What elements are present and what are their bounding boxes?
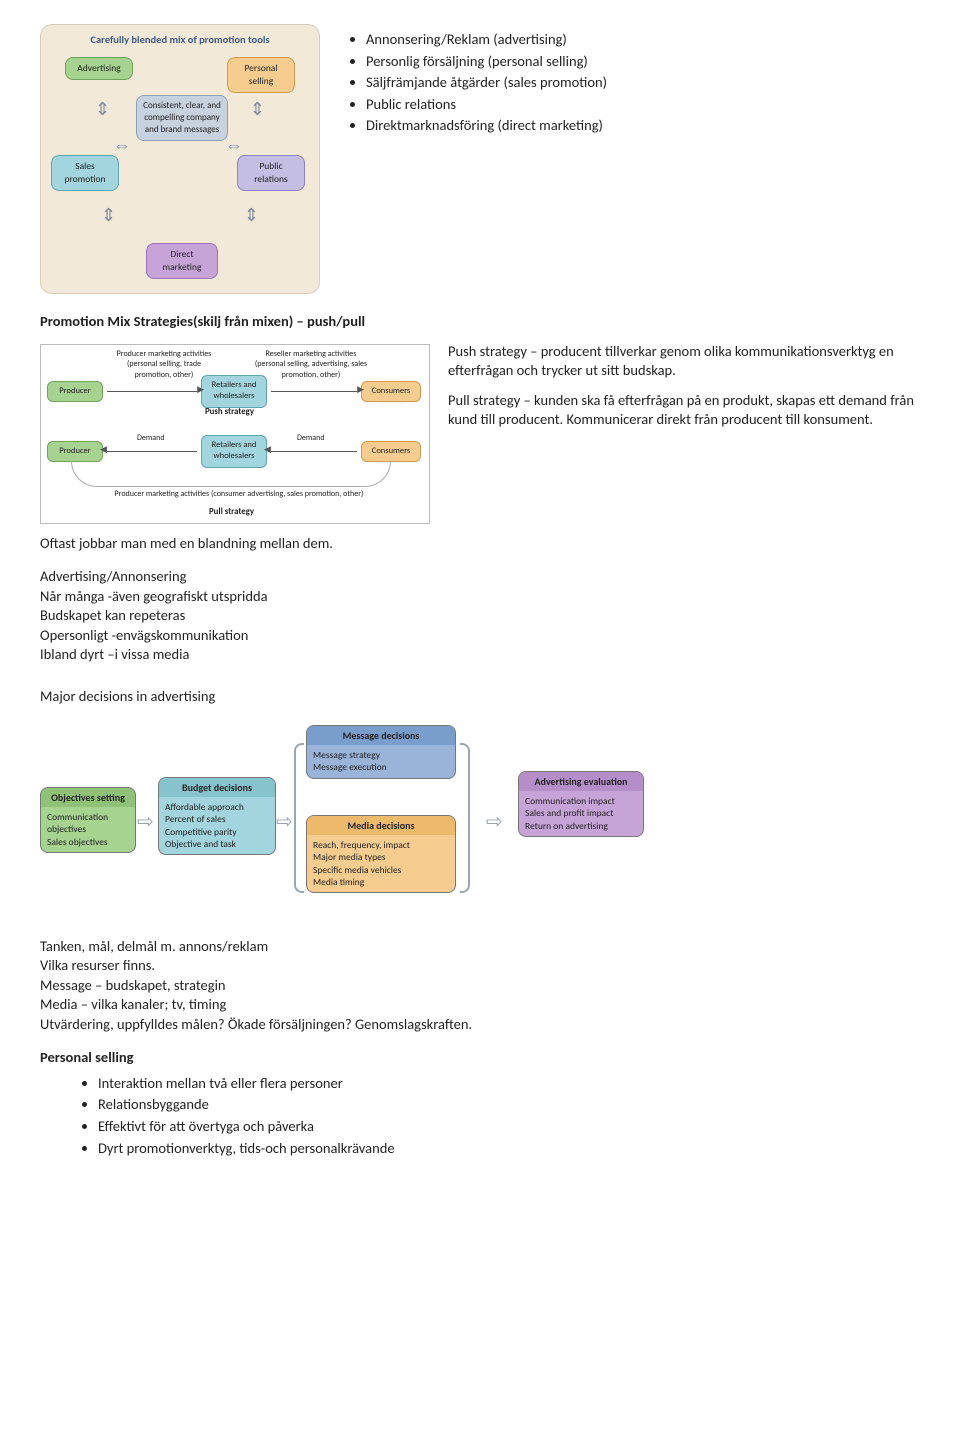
arrow-icon — [271, 391, 357, 392]
box-sales-promotion: Sales promotion — [51, 155, 119, 191]
arrow-icon — [107, 391, 197, 392]
arrow-icon: ⇨ — [486, 809, 503, 836]
pull-strategy-text: Pull strategy – kunden ska få efterfråga… — [448, 391, 920, 430]
list-item: Dyrt promotionverktyg, tids-och personal… — [98, 1139, 920, 1159]
med-line: Major media types — [313, 851, 449, 863]
arrow-icon: ⇨ — [137, 809, 154, 836]
label-demand: Demand — [297, 433, 325, 444]
promotion-mix-diagram: Carefully blended mix of promotion tools… — [40, 24, 320, 294]
box-consumers: Consumers — [361, 441, 421, 462]
list-item: Direktmarknadsföring (direct marketing) — [366, 116, 607, 136]
arrow-icon: ⇕ — [250, 97, 265, 121]
adv-line: Ibland dyrt –i vissa media — [40, 645, 920, 665]
arrow-icon: ⇔ — [225, 133, 243, 157]
obj-line: Sales objectives — [47, 836, 129, 848]
box-media: Media decisions Reach, frequency, impact… — [306, 815, 456, 894]
advertising-decisions-diagram: Objectives setting Communication objecti… — [40, 717, 650, 927]
box-producer: Producer — [47, 441, 103, 462]
list-item: Public relations — [366, 95, 607, 115]
box-message: Message decisions Message strategy Messa… — [306, 725, 456, 779]
bud-heading: Budget decisions — [159, 778, 275, 798]
push-pull-diagram: Producer marketing activities (personal … — [40, 344, 430, 524]
personal-selling-list: Interaktion mellan två eller flera perso… — [40, 1074, 920, 1158]
adv-line: Budskapet kan repeteras — [40, 606, 920, 626]
post-line: Media – vilka kanaler; tv, timing — [40, 995, 920, 1015]
diag1-title: Carefully blended mix of promotion tools — [49, 33, 311, 47]
arc-icon — [71, 461, 391, 487]
bracket-icon — [460, 743, 470, 893]
major-decisions-heading: Major decisions in advertising — [40, 687, 920, 707]
bracket-icon — [294, 743, 304, 893]
list-item: Interaktion mellan två eller flera perso… — [98, 1074, 920, 1094]
box-advertising: Advertising — [65, 57, 133, 80]
label-pull-strategy: Pull strategy — [209, 507, 254, 519]
push-strategy-text: Push strategy – producent tillverkar gen… — [448, 342, 920, 381]
box-producer: Producer — [47, 381, 103, 402]
eval-line: Communication impact — [525, 795, 637, 807]
arrow-icon — [271, 451, 357, 452]
obj-line: Communication objectives — [47, 811, 129, 836]
obj-heading: Objectives setting — [41, 788, 135, 808]
msg-line: Message execution — [313, 761, 449, 773]
bud-line: Objective and task — [165, 838, 269, 850]
post-line: Tanken, mål, delmål m. annons/reklam — [40, 937, 920, 957]
label-push-strategy: Push strategy — [205, 407, 254, 419]
arrow-icon: ⇔ — [113, 133, 131, 157]
post-line: Vilka resurser finns. — [40, 956, 920, 976]
list-item: Personlig försäljning (personal selling) — [366, 52, 607, 72]
label-reseller-activities: Reseller marketing activities (personal … — [251, 349, 371, 381]
box-consumers: Consumers — [361, 381, 421, 402]
med-line: Specific media vehicles — [313, 864, 449, 876]
eval-line: Return on advertising — [525, 820, 637, 832]
box-objectives: Objectives setting Communication objecti… — [40, 787, 136, 854]
adv-line: Opersonligt -envägskommunikation — [40, 626, 920, 646]
arrow-icon: ⇕ — [244, 203, 259, 227]
arrow-icon: ⇕ — [101, 203, 116, 227]
list-item: Effektivt för att övertyga och påverka — [98, 1117, 920, 1137]
eval-heading: Advertising evaluation — [519, 772, 643, 792]
post-line: Utvärdering, uppfylldes målen? Ökade för… — [40, 1015, 920, 1035]
bud-line: Competitive parity — [165, 826, 269, 838]
box-budget: Budget decisions Affordable approach Per… — [158, 777, 276, 856]
box-direct-marketing: Direct marketing — [146, 243, 218, 279]
arrow-icon: ⇨ — [276, 809, 293, 836]
box-center-message: Consistent, clear, and compelling compan… — [136, 95, 228, 141]
list-item: Säljfrämjande åtgärder (sales promotion) — [366, 73, 607, 93]
msg-line: Message strategy — [313, 749, 449, 761]
box-evaluation: Advertising evaluation Communication imp… — [518, 771, 644, 838]
label-pull-activities: Producer marketing activities (consumer … — [99, 489, 379, 500]
list-item: Relationsbyggande — [98, 1095, 920, 1115]
med-line: Media timing — [313, 876, 449, 888]
post-line: Message – budskapet, strategin — [40, 976, 920, 996]
advertising-heading: Advertising/Annonsering — [40, 567, 920, 587]
arrow-icon — [107, 451, 197, 452]
list-item: Annonsering/Reklam (advertising) — [366, 30, 607, 50]
eval-line: Sales and profit impact — [525, 807, 637, 819]
med-line: Reach, frequency, impact — [313, 839, 449, 851]
bud-line: Affordable approach — [165, 801, 269, 813]
med-heading: Media decisions — [307, 816, 455, 836]
top-bullet-list: Annonsering/Reklam (advertising) Personl… — [338, 28, 607, 138]
arrow-icon: ⇕ — [95, 97, 110, 121]
label-demand: Demand — [137, 433, 165, 444]
blend-line: Oftast jobbar man med en blandning mella… — [40, 534, 920, 554]
bud-line: Percent of sales — [165, 813, 269, 825]
heading-promotion-strategies: Promotion Mix Strategies(skilj från mixe… — [40, 312, 920, 332]
personal-selling-heading: Personal selling — [40, 1048, 920, 1068]
msg-heading: Message decisions — [307, 726, 455, 746]
adv-line: Når många -även geografiskt utspridda — [40, 587, 920, 607]
box-retailers: Retailers and wholesalers — [201, 375, 267, 408]
box-personal-selling: Personal selling — [227, 57, 295, 93]
box-public-relations: Public relations — [237, 155, 305, 191]
